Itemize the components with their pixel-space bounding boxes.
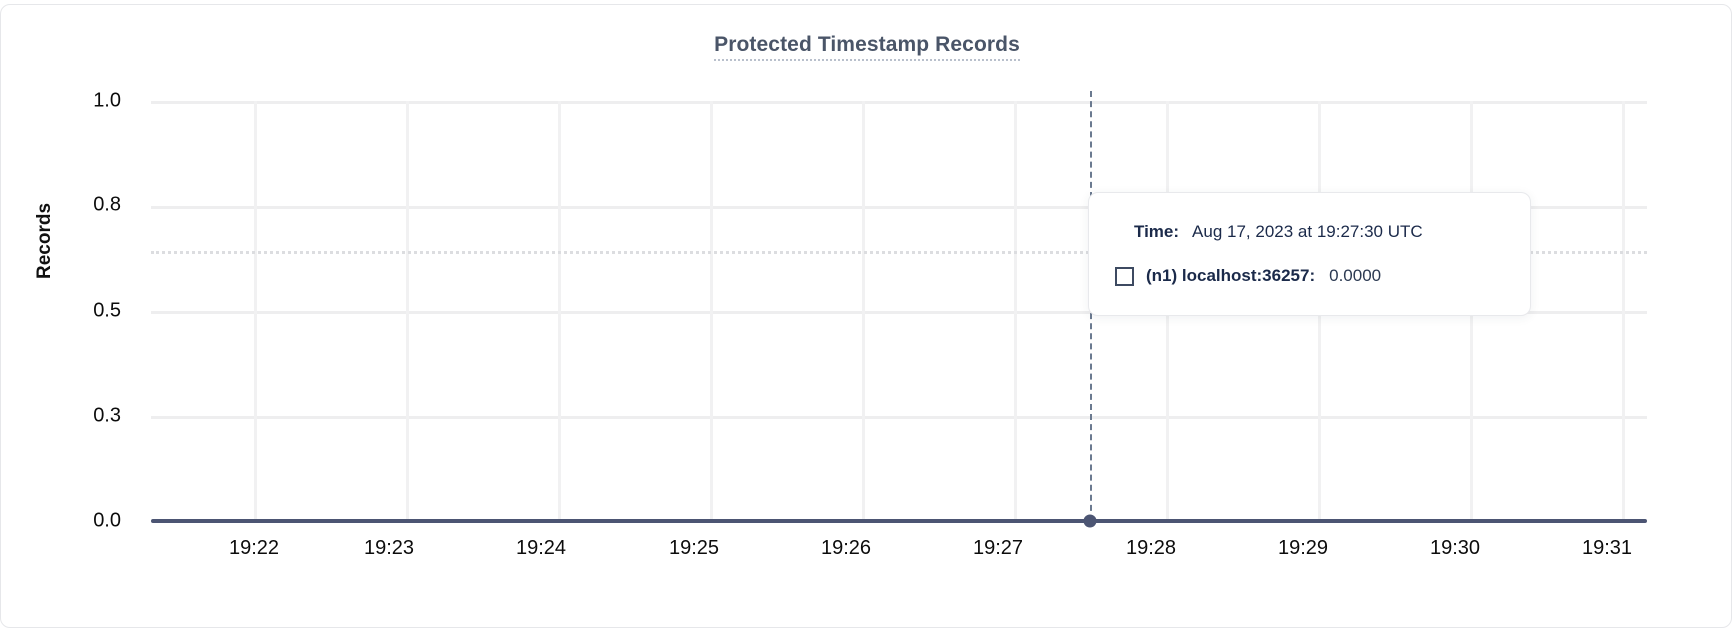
y-tick-label-03: 0.3: [93, 404, 121, 427]
gridline-horizontal-05: [151, 311, 1647, 314]
x-tick-label-1925: 19:25: [668, 537, 720, 559]
x-tick-label-1928: 19:28: [1125, 537, 1177, 559]
hover-data-point[interactable]: [1083, 514, 1097, 528]
y-tick-label-0: 0.0: [93, 509, 121, 532]
crosshair-horizontal: [151, 251, 1647, 254]
gridline-vertical-1927: [1014, 101, 1017, 521]
chart-plot-wrapper[interactable]: Records 1.0 0.8 0.5 0.3 0.0 19:22 19:23 …: [1, 5, 1732, 633]
x-tick-label-1929: 19:29: [1277, 537, 1329, 559]
gridline-vertical-1923: [406, 101, 409, 521]
gridline-horizontal-1: [151, 101, 1647, 104]
tooltip-series-label: (n1) localhost:36257:: [1146, 266, 1316, 285]
tooltip-time-value: Aug 17, 2023 at 19:27:30 UTC: [1192, 222, 1423, 241]
gridline-vertical-1931: [1622, 101, 1625, 521]
gridline-vertical-1926: [862, 101, 865, 521]
chart-card: Protected Timestamp Records Records 1.0 …: [0, 4, 1732, 628]
y-tick-label-05: 0.5: [93, 299, 121, 322]
y-tick-label-1: 1.0: [93, 89, 121, 112]
x-tick-label-1927: 19:27: [972, 537, 1024, 559]
x-tick-label-1922: 19:22: [228, 537, 280, 559]
series-line-n1-localhost-36257[interactable]: [151, 519, 1647, 523]
x-tick-label-1926: 19:26: [820, 537, 872, 559]
hover-tooltip: Time: Aug 17, 2023 at 19:27:30 UTC (n1) …: [1088, 192, 1531, 316]
gridline-vertical-1925: [710, 101, 713, 521]
x-tick-label-1924: 19:24: [515, 537, 567, 559]
x-tick-label-1931: 19:31: [1581, 537, 1633, 559]
gridline-horizontal-08: [151, 206, 1647, 209]
y-tick-label-08: 0.8: [93, 193, 121, 216]
x-tick-label-1930: 19:30: [1429, 537, 1481, 559]
x-tick-label-1923: 19:23: [363, 537, 415, 559]
gridline-vertical-1922: [254, 101, 257, 521]
empty-square-marker-icon: [1115, 266, 1134, 286]
chart-title-text: Protected Timestamp Records: [714, 33, 1020, 61]
gridline-horizontal-03: [151, 416, 1647, 419]
tooltip-series-value: 0.0000: [1329, 266, 1382, 285]
gridline-vertical-1924: [558, 101, 561, 521]
page-title: Protected Timestamp Records: [1, 33, 1732, 61]
tooltip-time-row: Time: Aug 17, 2023 at 19:27:30 UTC: [1089, 217, 1530, 247]
tooltip-time-label: Time:: [1134, 222, 1180, 241]
tooltip-series-row: (n1) localhost:36257: 0.0000: [1089, 261, 1530, 291]
